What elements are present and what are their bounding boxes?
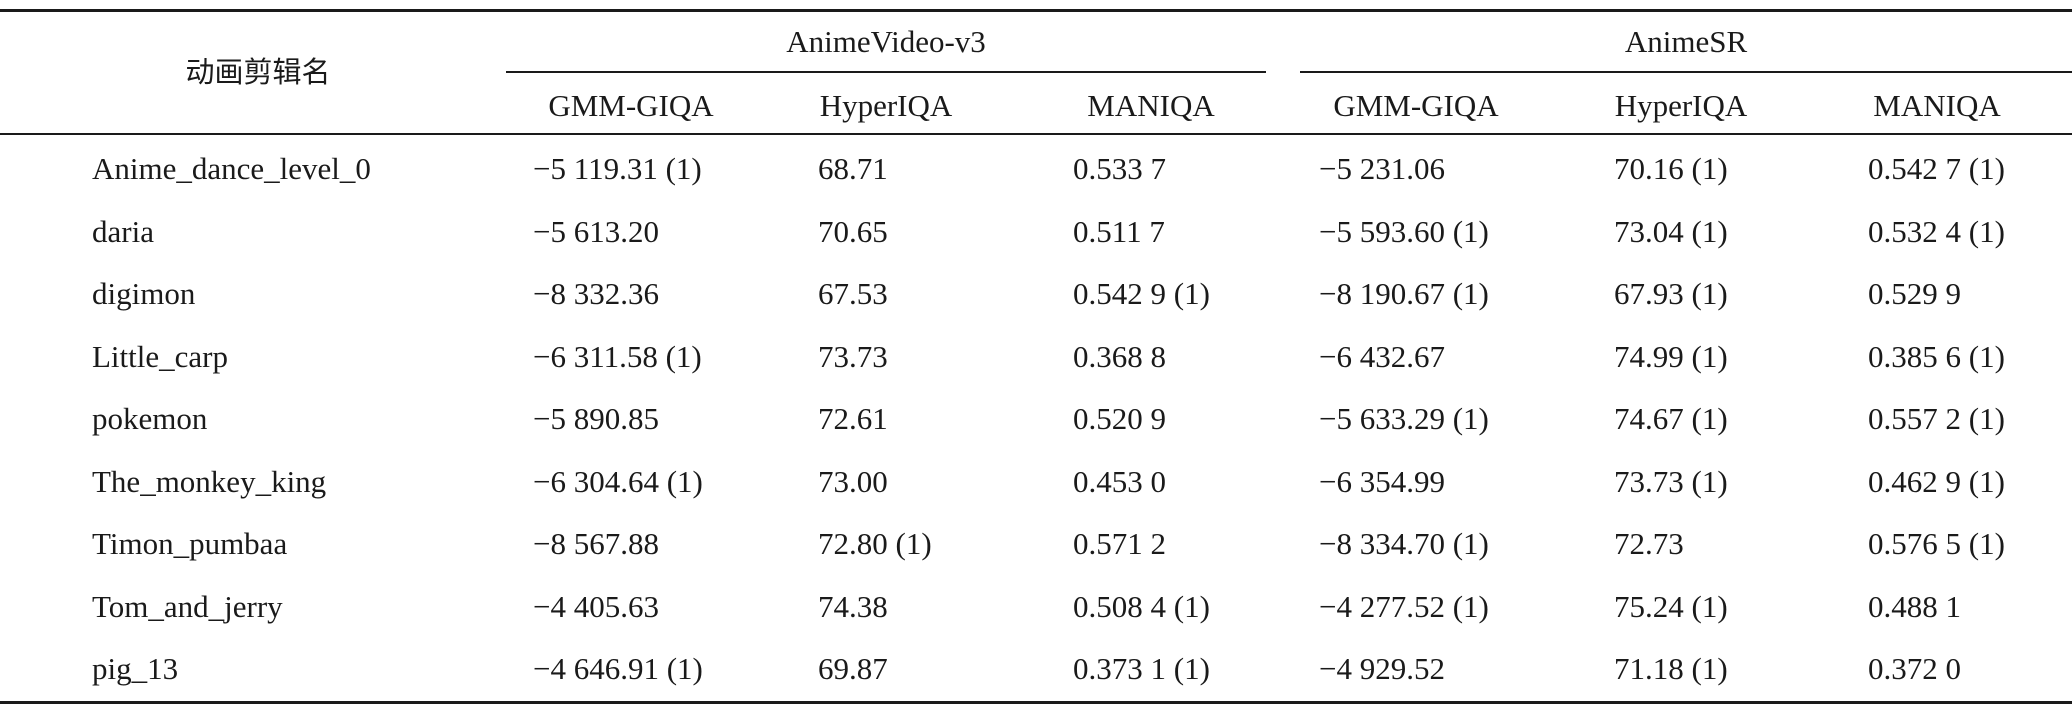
- column-header: HyperIQA: [1614, 88, 1748, 123]
- value-cell: 72.80 (1): [818, 526, 932, 561]
- value-cell: 67.93 (1): [1614, 276, 1728, 311]
- value-cell: −5 231.06: [1319, 151, 1445, 186]
- value-cell: 72.61: [818, 401, 888, 436]
- value-cell: −4 405.63: [533, 588, 659, 624]
- value-cell: −4 929.52: [1319, 651, 1445, 686]
- value-cell: −8 190.67 (1): [1319, 276, 1489, 311]
- value-cell: 0.542 7 (1): [1868, 151, 2005, 186]
- value-cell: −8 332.36: [533, 276, 659, 311]
- value-cell: 0.385 6 (1): [1868, 338, 2005, 374]
- group-rule-animesr: [1300, 71, 2072, 73]
- value-cell: 73.73: [818, 338, 888, 374]
- value-cell: −5 890.85: [533, 401, 659, 436]
- value-cell: 0.557 2 (1): [1868, 401, 2005, 436]
- value-cell: 0.373 1 (1): [1073, 651, 1210, 686]
- value-cell: 73.04 (1): [1614, 213, 1728, 249]
- value-cell: −4 277.52 (1): [1319, 588, 1489, 624]
- value-cell: 70.16 (1): [1614, 151, 1728, 186]
- value-cell: −5 613.20: [533, 213, 659, 249]
- clip-name-cell: daria: [92, 213, 154, 249]
- table-top-rule: [0, 9, 2072, 12]
- value-cell: 74.67 (1): [1614, 401, 1728, 436]
- column-header: MANIQA: [1087, 88, 1215, 123]
- value-cell: 75.24 (1): [1614, 588, 1728, 624]
- value-cell: 0.520 9: [1073, 401, 1166, 436]
- clip-name-cell: digimon: [92, 276, 196, 311]
- value-cell: 74.99 (1): [1614, 338, 1728, 374]
- value-cell: 68.71: [818, 151, 888, 186]
- value-cell: −6 311.58 (1): [533, 338, 702, 374]
- corner-header: 动画剪辑名: [185, 55, 331, 89]
- value-cell: −6 432.67: [1319, 338, 1445, 374]
- clip-name-cell: Timon_pumbaa: [92, 526, 288, 561]
- clip-name-cell: pig_13: [92, 651, 179, 686]
- clip-name-cell: Anime_dance_level_0: [92, 151, 371, 186]
- clip-name-cell: pokemon: [92, 401, 208, 436]
- value-cell: −8 567.88: [533, 526, 659, 561]
- value-cell: 0.488 1: [1868, 588, 1961, 624]
- value-cell: 0.372 0: [1868, 651, 1961, 686]
- value-cell: −6 354.99: [1319, 463, 1445, 499]
- value-cell: 74.38: [818, 588, 888, 624]
- clip-name-cell: The_monkey_king: [92, 463, 327, 499]
- value-cell: −4 646.91 (1): [533, 651, 703, 686]
- value-cell: 71.18 (1): [1614, 651, 1728, 686]
- value-cell: −6 304.64 (1): [533, 463, 703, 499]
- value-cell: 67.53: [818, 276, 888, 311]
- column-header: GMM-GIQA: [548, 88, 714, 123]
- value-cell: 0.532 4 (1): [1868, 213, 2005, 249]
- value-cell: 0.571 2: [1073, 526, 1166, 561]
- value-cell: 70.65: [818, 213, 888, 249]
- header-bottom-rule: [0, 133, 2072, 135]
- group-header-animesr: AnimeSR: [1624, 24, 1748, 59]
- group-header-animevideo: AnimeVideo-v3: [786, 24, 986, 59]
- column-header: HyperIQA: [819, 88, 953, 123]
- value-cell: 0.576 5 (1): [1868, 526, 2005, 561]
- column-header: GMM-GIQA: [1333, 88, 1499, 123]
- table-bottom-rule: [0, 701, 2072, 704]
- value-cell: 0.542 9 (1): [1073, 276, 1210, 311]
- value-cell: 0.453 0: [1073, 463, 1166, 499]
- value-cell: 0.529 9: [1868, 276, 1961, 311]
- value-cell: 73.73 (1): [1614, 463, 1728, 499]
- value-cell: 0.533 7: [1073, 151, 1166, 186]
- value-cell: 0.508 4 (1): [1073, 588, 1210, 624]
- value-cell: 0.511 7: [1073, 213, 1165, 249]
- group-rule-animevideo: [506, 71, 1266, 73]
- value-cell: −8 334.70 (1): [1319, 526, 1489, 561]
- value-cell: −5 633.29 (1): [1319, 401, 1489, 436]
- value-cell: −5 593.60 (1): [1319, 213, 1489, 249]
- clip-name-cell: Little_carp: [92, 338, 228, 374]
- value-cell: 73.00: [818, 463, 888, 499]
- value-cell: −5 119.31 (1): [533, 151, 702, 186]
- value-cell: 72.73: [1614, 526, 1684, 561]
- value-cell: 0.462 9 (1): [1868, 463, 2005, 499]
- value-cell: 0.368 8: [1073, 338, 1166, 374]
- value-cell: 69.87: [818, 651, 888, 686]
- column-header: MANIQA: [1873, 88, 2001, 123]
- clip-name-cell: Tom_and_jerry: [92, 588, 283, 624]
